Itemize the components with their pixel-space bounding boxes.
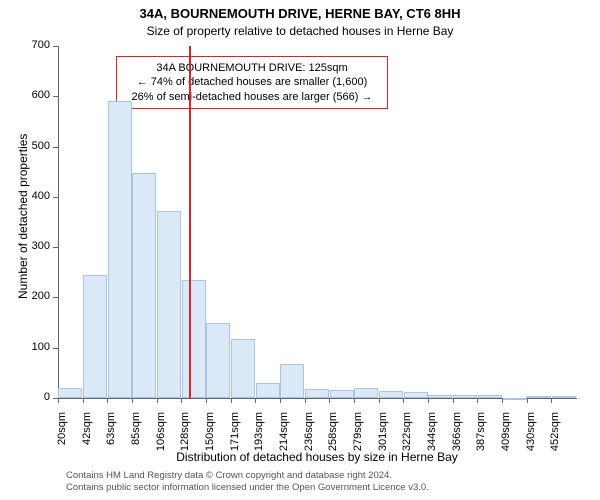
- annotation-line3: 26% of semi-detached houses are larger (…: [125, 90, 379, 104]
- y-tick-mark: [53, 96, 58, 97]
- x-tick-mark: [58, 398, 59, 403]
- histogram-bar: [231, 339, 255, 398]
- y-tick-label: 700: [20, 39, 50, 51]
- x-tick-mark: [132, 398, 133, 403]
- y-tick-label: 300: [20, 240, 50, 252]
- x-tick-mark: [551, 398, 552, 403]
- annotation-line1: 34A BOURNEMOUTH DRIVE: 125sqm: [125, 61, 379, 75]
- attribution-line1: Contains HM Land Registry data © Crown c…: [66, 470, 429, 482]
- x-tick-label: 322sqm: [401, 412, 413, 456]
- histogram-bar: [157, 211, 181, 398]
- annotation-line2: ← 74% of detached houses are smaller (1,…: [125, 75, 379, 89]
- y-tick-mark: [53, 297, 58, 298]
- x-tick-label: 171sqm: [229, 412, 241, 456]
- y-tick-mark: [53, 247, 58, 248]
- x-tick-label: 387sqm: [475, 412, 487, 456]
- attribution-text: Contains HM Land Registry data © Crown c…: [66, 470, 429, 494]
- histogram-bar: [280, 364, 304, 398]
- annotation-box: 34A BOURNEMOUTH DRIVE: 125sqm ← 74% of d…: [116, 56, 388, 109]
- histogram-bar: [132, 173, 156, 398]
- y-tick-mark: [53, 46, 58, 47]
- histogram-bar: [58, 388, 82, 398]
- histogram-bar: [428, 395, 452, 398]
- x-tick-mark: [527, 398, 528, 403]
- x-tick-mark: [379, 398, 380, 403]
- x-tick-mark: [428, 398, 429, 403]
- y-tick-label: 600: [20, 89, 50, 101]
- histogram-bar: [527, 396, 551, 398]
- chart-subtitle: Size of property relative to detached ho…: [0, 24, 600, 38]
- x-tick-mark: [329, 398, 330, 403]
- x-tick-label: 20sqm: [56, 412, 68, 456]
- x-tick-mark: [403, 398, 404, 403]
- x-tick-label: 128sqm: [179, 412, 191, 456]
- histogram-bar: [404, 392, 428, 398]
- x-tick-label: 236sqm: [303, 412, 315, 456]
- x-tick-mark: [107, 398, 108, 403]
- x-tick-label: 409sqm: [500, 412, 512, 456]
- x-tick-label: 430sqm: [525, 412, 537, 456]
- y-tick-mark: [53, 348, 58, 349]
- y-tick-label: 100: [20, 341, 50, 353]
- y-tick-label: 400: [20, 190, 50, 202]
- x-tick-mark: [157, 398, 158, 403]
- x-tick-label: 344sqm: [426, 412, 438, 456]
- reference-line: [189, 46, 191, 398]
- histogram-bar: [83, 275, 107, 398]
- x-tick-mark: [280, 398, 281, 403]
- attribution-line2: Contains public sector information licen…: [66, 482, 429, 494]
- histogram-bar: [108, 101, 132, 398]
- histogram-bar: [354, 388, 378, 398]
- x-tick-label: 214sqm: [278, 412, 290, 456]
- x-tick-mark: [305, 398, 306, 403]
- histogram-chart: 34A, BOURNEMOUTH DRIVE, HERNE BAY, CT6 8…: [0, 0, 600, 500]
- x-tick-label: 106sqm: [155, 412, 167, 456]
- x-tick-mark: [255, 398, 256, 403]
- x-tick-mark: [181, 398, 182, 403]
- y-tick-mark: [53, 197, 58, 198]
- histogram-bar: [256, 383, 280, 398]
- x-tick-label: 366sqm: [451, 412, 463, 456]
- histogram-bar: [305, 389, 329, 398]
- histogram-bar: [206, 323, 230, 398]
- x-tick-label: 63sqm: [105, 412, 117, 456]
- histogram-bar: [502, 398, 526, 400]
- x-tick-mark: [231, 398, 232, 403]
- x-tick-label: 301sqm: [377, 412, 389, 456]
- x-tick-label: 85sqm: [130, 412, 142, 456]
- x-tick-label: 258sqm: [327, 412, 339, 456]
- x-tick-mark: [206, 398, 207, 403]
- y-tick-label: 200: [20, 290, 50, 302]
- x-tick-mark: [354, 398, 355, 403]
- histogram-bar: [552, 396, 576, 398]
- histogram-bar: [453, 395, 477, 398]
- x-tick-label: 42sqm: [81, 412, 93, 456]
- x-tick-mark: [502, 398, 503, 403]
- x-tick-mark: [83, 398, 84, 403]
- histogram-bar: [478, 395, 502, 398]
- y-tick-label: 500: [20, 140, 50, 152]
- x-tick-mark: [453, 398, 454, 403]
- histogram-bar: [182, 280, 206, 398]
- x-tick-label: 193sqm: [253, 412, 265, 456]
- x-tick-mark: [477, 398, 478, 403]
- y-tick-label: 0: [20, 391, 50, 403]
- chart-title: 34A, BOURNEMOUTH DRIVE, HERNE BAY, CT6 8…: [0, 6, 600, 21]
- histogram-bar: [330, 390, 354, 398]
- histogram-bar: [379, 391, 403, 398]
- y-tick-mark: [53, 147, 58, 148]
- x-tick-label: 452sqm: [549, 412, 561, 456]
- x-tick-label: 150sqm: [204, 412, 216, 456]
- y-axis-label: Number of detached properties: [16, 134, 30, 299]
- x-tick-label: 279sqm: [352, 412, 364, 456]
